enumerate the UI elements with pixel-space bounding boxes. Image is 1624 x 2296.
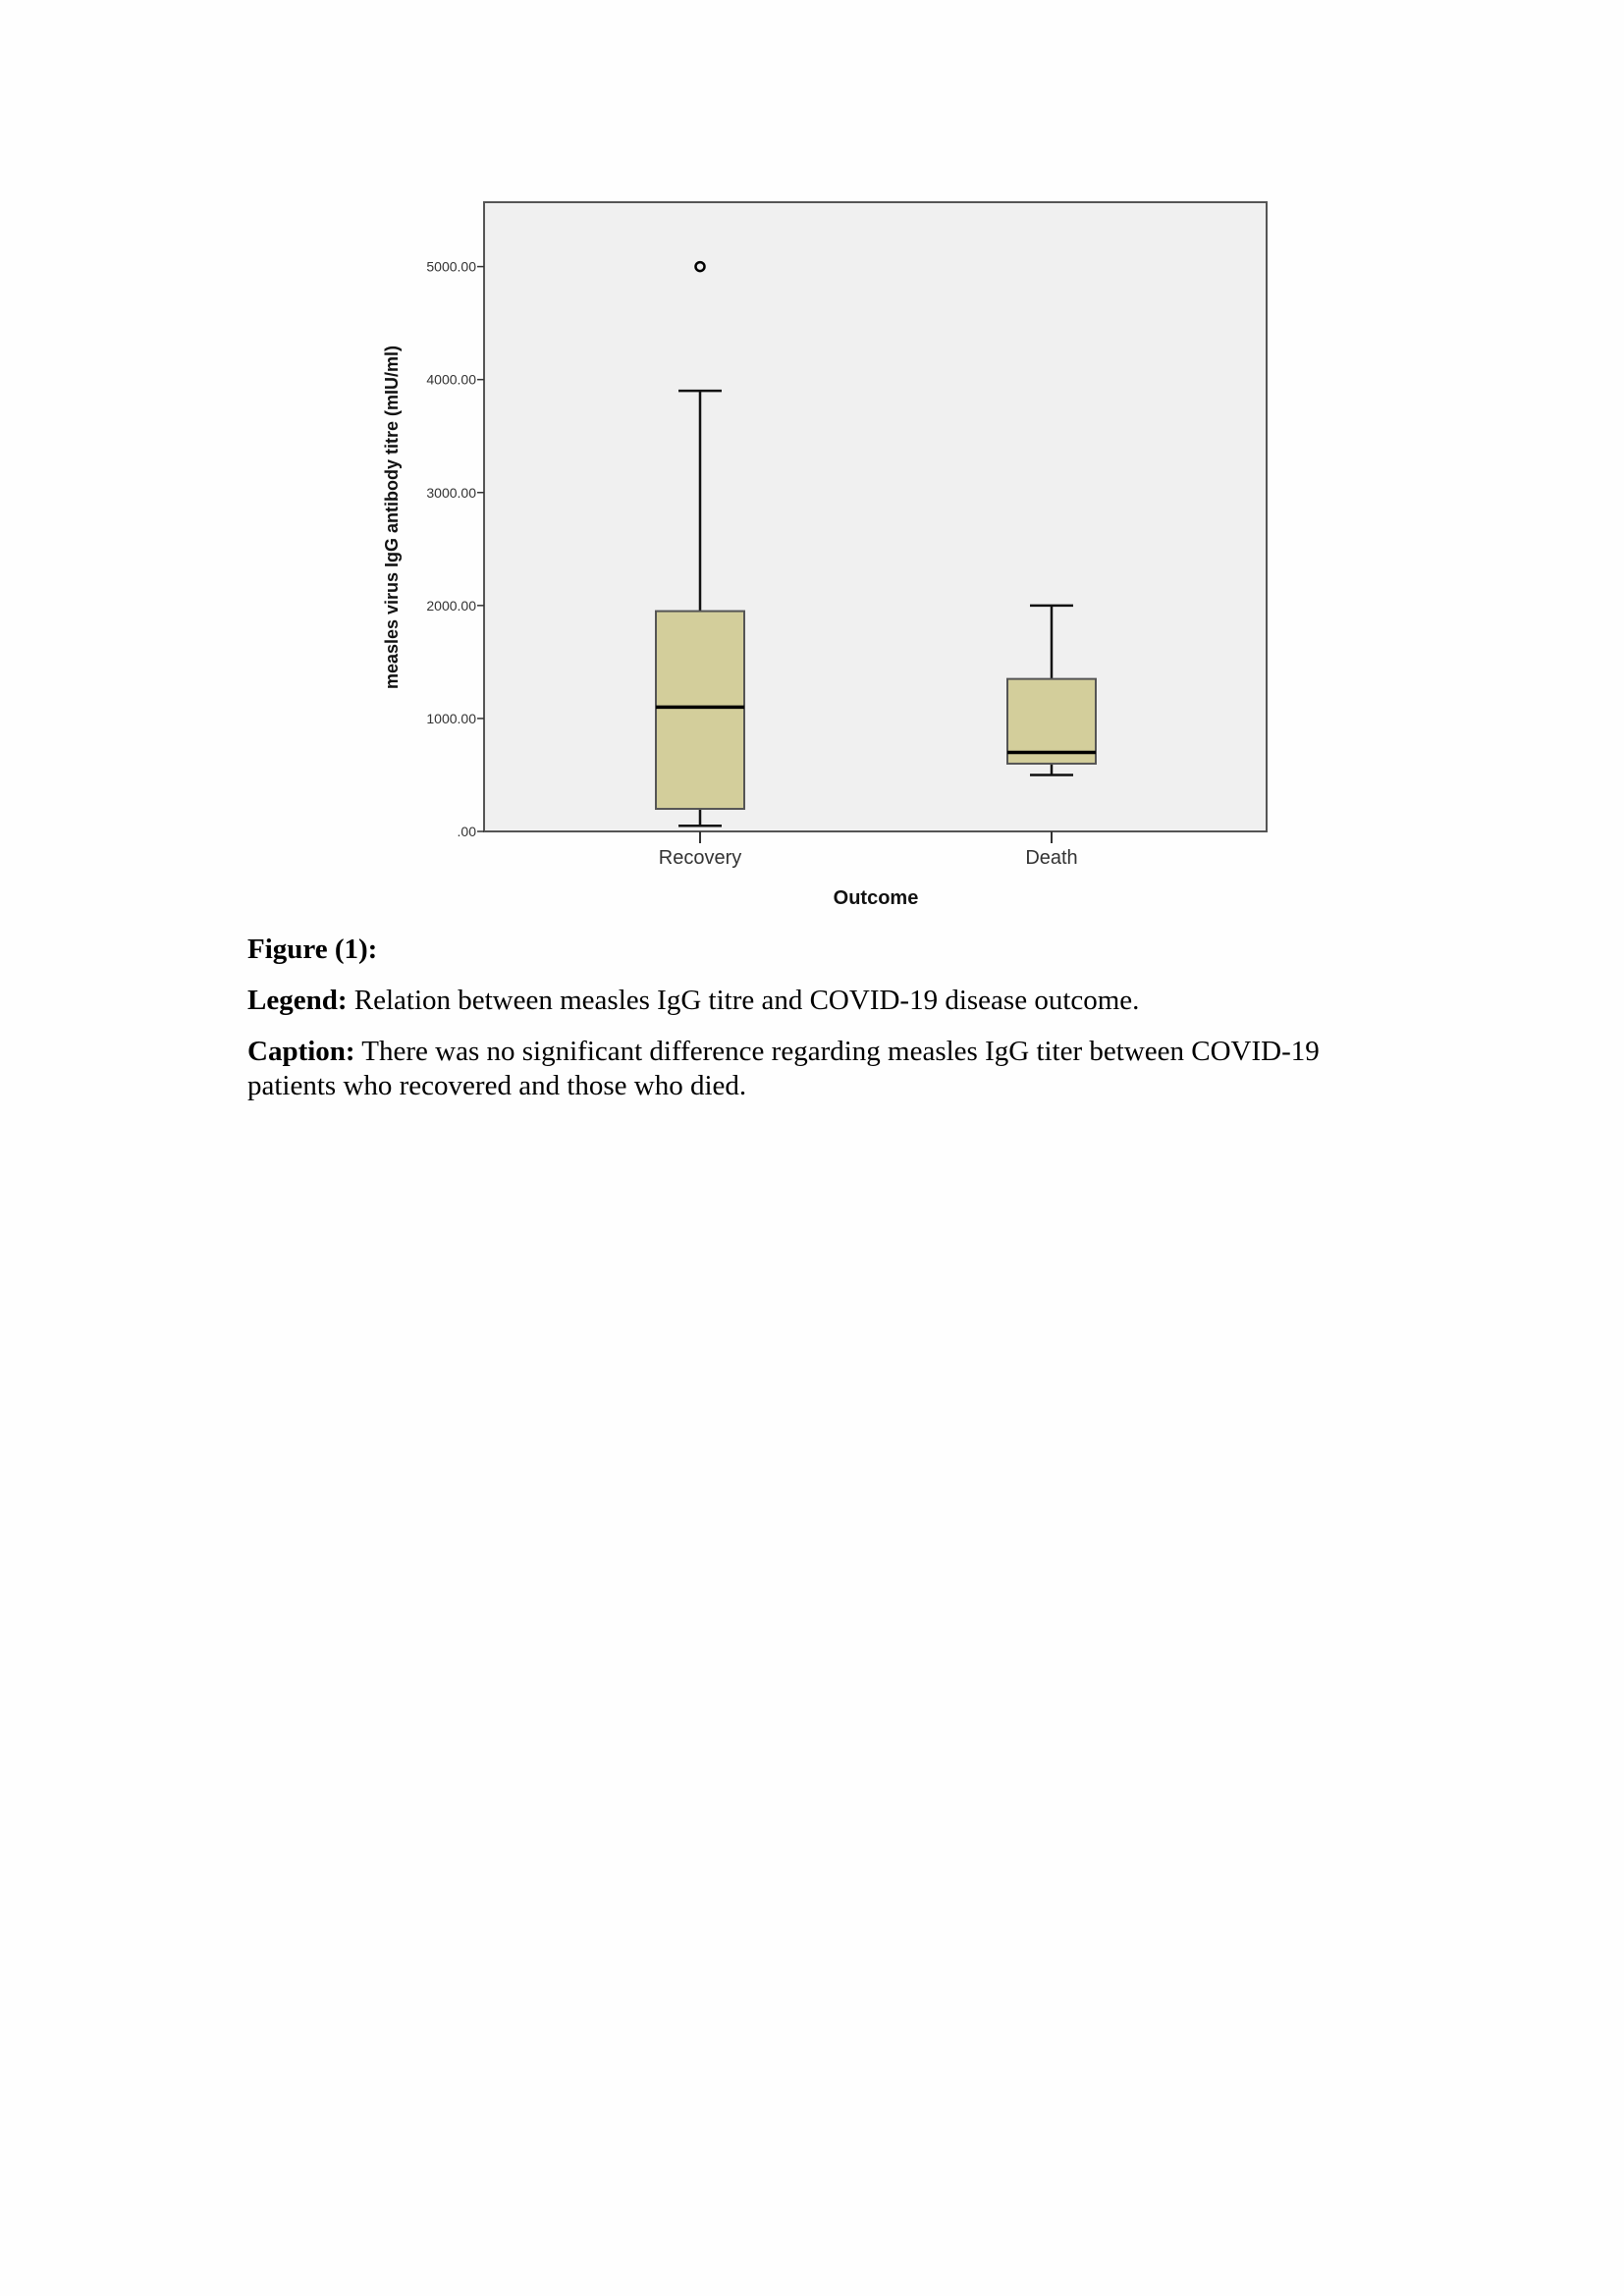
plot-area <box>483 201 1268 832</box>
boxes: Recovery Death <box>655 260 1097 869</box>
legend-label: Legend: <box>247 985 348 1016</box>
caption-label: Caption: <box>247 1036 355 1067</box>
y-tick-label: .00 <box>458 824 477 839</box>
y-tick-label: 1000.00 <box>426 711 476 726</box>
figure-legend: Legend: Relation between measles IgG tit… <box>247 984 1396 1018</box>
y-axis: .00 1000.00 2000.00 3000.00 4000.00 5000.00 <box>426 259 484 839</box>
y-tick-label: 3000.00 <box>426 485 476 501</box>
outlier-point <box>694 260 706 273</box>
iqr-box <box>655 610 745 810</box>
y-tick-label: 5000.00 <box>426 259 476 275</box>
y-tick-label: 4000.00 <box>426 372 476 388</box>
x-tick-label: Death <box>1025 847 1077 869</box>
caption-text: There was no significant difference rega… <box>247 1036 1320 1101</box>
figure-caption: Caption: There was no significant differ… <box>247 1035 1396 1103</box>
figure-label: Figure (1): <box>247 934 378 965</box>
iqr-box <box>1006 677 1097 765</box>
x-tick-label: Recovery <box>659 847 741 869</box>
y-axis-label: measles virus IgG antibody titre (mIU/ml… <box>382 346 402 689</box>
boxplot-chart: .00 1000.00 2000.00 3000.00 4000.00 5000.00 R… <box>382 201 1268 909</box>
x-axis-label: Outcome <box>834 887 919 909</box>
y-tick-label: 2000.00 <box>426 598 476 614</box>
legend-text: Relation between measles IgG titre and C… <box>347 985 1140 1016</box>
